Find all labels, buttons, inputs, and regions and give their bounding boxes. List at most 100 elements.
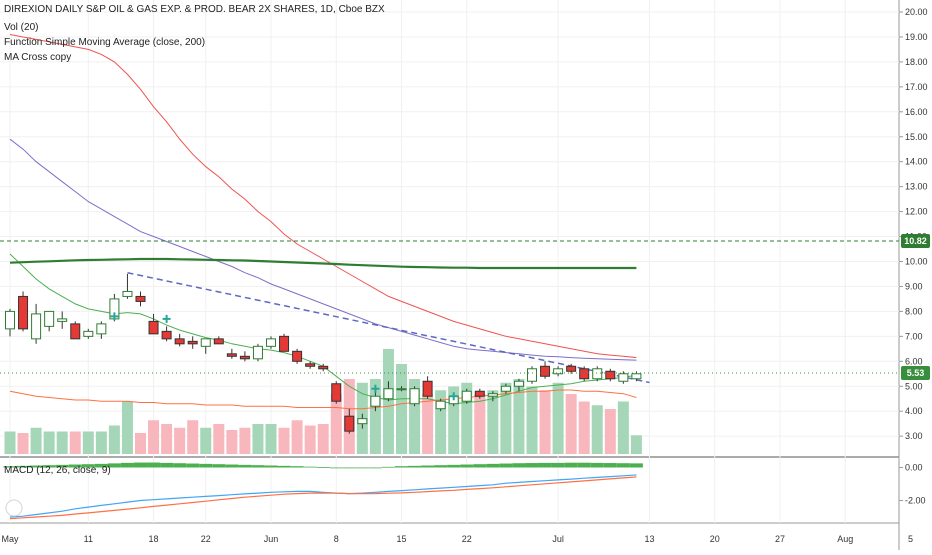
- price-tick-label: 16.00: [905, 107, 928, 117]
- candle-down: [540, 365, 551, 377]
- macd-hist-bar: [381, 466, 395, 468]
- macd-hist-bar: [368, 467, 382, 469]
- candle-up: [31, 313, 42, 340]
- macd-hist-bar: [16, 465, 30, 468]
- price-tick-label: 10.00: [905, 257, 928, 267]
- price-tick-label: 4.00: [905, 406, 923, 416]
- volume-bar-up: [56, 431, 68, 454]
- volume-bar-up: [265, 424, 277, 454]
- candle-down: [239, 355, 250, 360]
- macd-hist-bar: [551, 462, 565, 468]
- candle-down: [318, 365, 329, 370]
- candle-down: [579, 368, 590, 380]
- volume-bar-down: [578, 401, 590, 454]
- macd-hist-bar: [408, 465, 422, 468]
- candle-up: [83, 330, 94, 337]
- volume-bar-up: [108, 425, 120, 454]
- volume-bar-up: [82, 431, 94, 454]
- price-tick-label: 5.00: [905, 381, 923, 391]
- price-tick-label: 6.00: [905, 356, 923, 366]
- price-tick-label: 17.00: [905, 82, 928, 92]
- macd-hist-bar: [342, 467, 356, 469]
- macd-hist-bar: [173, 463, 187, 468]
- ma-cross-legend[interactable]: MA Cross copy: [4, 52, 72, 63]
- macd-line: [9, 474, 637, 518]
- volume-bar-up: [448, 386, 460, 454]
- price-tick-label: 8.00: [905, 306, 923, 316]
- volume-bar-down: [565, 394, 577, 454]
- level-tag-label: 5.53: [907, 368, 925, 378]
- candle-down: [422, 380, 433, 397]
- macd-tick-label: -2.00: [905, 496, 926, 506]
- candle-up: [122, 290, 133, 297]
- ma-orange-line: [9, 389, 637, 410]
- candle-down: [18, 295, 29, 330]
- price-tick-label: 15.00: [905, 132, 928, 142]
- candle-up: [252, 345, 263, 360]
- macd-hist-bar: [395, 466, 408, 468]
- candle-up: [57, 318, 68, 322]
- ma-slow-line: [9, 138, 637, 361]
- candle-up: [592, 368, 603, 380]
- volume-bar-down: [278, 427, 290, 454]
- macd-hist-bar: [355, 467, 369, 469]
- macd-hist-bar: [225, 464, 239, 468]
- macd-hist-bar: [107, 463, 121, 468]
- macd-legend[interactable]: MACD (12, 26, close, 9): [4, 465, 111, 476]
- macd-hist-bar: [499, 463, 513, 468]
- candle-up: [487, 393, 498, 397]
- candle-down: [331, 383, 342, 402]
- sma200-line: [9, 257, 637, 270]
- volume-bar-up: [500, 382, 512, 454]
- macd-hist-bar: [55, 464, 69, 468]
- candle-up: [553, 368, 564, 375]
- macd-hist-bar: [120, 462, 134, 468]
- candle-down: [213, 338, 224, 345]
- sma-legend[interactable]: Function Simple Moving Average (close, 2…: [4, 37, 206, 48]
- macd-hist-bar: [238, 464, 252, 468]
- candle-down: [279, 335, 290, 352]
- volume-bar-down: [422, 394, 434, 454]
- time-tick-label: 22: [462, 534, 472, 544]
- volume-bar-up: [4, 431, 16, 454]
- candle-up: [435, 400, 446, 410]
- price-tick-label: 20.00: [905, 7, 928, 17]
- candle-down: [70, 323, 81, 340]
- macd-hist-bar: [277, 465, 291, 468]
- macd-hist-bar: [421, 465, 435, 468]
- candle-down: [135, 295, 146, 302]
- volume-bar-down: [304, 425, 316, 454]
- macd-hist-bar: [251, 465, 265, 468]
- volume-bar-up: [409, 379, 421, 454]
- macd-hist-bar: [616, 463, 630, 468]
- price-tick-label: 3.00: [905, 431, 923, 441]
- candle-up: [370, 395, 381, 407]
- candle-up: [5, 310, 15, 330]
- candle-up: [513, 380, 524, 387]
- volume-bar-up: [552, 382, 564, 454]
- candle-down: [292, 350, 303, 362]
- signal-line: [9, 476, 637, 520]
- macd-hist-bar: [590, 462, 604, 468]
- vol-legend[interactable]: Vol (20): [4, 22, 39, 33]
- level-tag-label: 10.82: [904, 236, 927, 246]
- volume-bar-up: [617, 401, 629, 454]
- time-tick-label: 22: [201, 534, 211, 544]
- volume-bar-down: [539, 390, 551, 454]
- candle-up: [200, 338, 211, 347]
- candle-down: [344, 415, 355, 432]
- volume-bar-down: [604, 409, 616, 454]
- volume-bar-down: [317, 424, 329, 454]
- macd-hist-bar: [3, 466, 17, 468]
- candle-down: [474, 390, 485, 397]
- candle-up: [631, 373, 642, 380]
- macd-hist-bar: [212, 464, 226, 468]
- time-tick-label: 20: [710, 534, 720, 544]
- macd-hist-bar: [68, 464, 82, 468]
- candle-up: [461, 390, 472, 402]
- volume-bar-up: [30, 427, 42, 454]
- candle-down: [161, 330, 172, 340]
- volume-bar-up: [513, 379, 525, 454]
- candle-up: [383, 388, 394, 400]
